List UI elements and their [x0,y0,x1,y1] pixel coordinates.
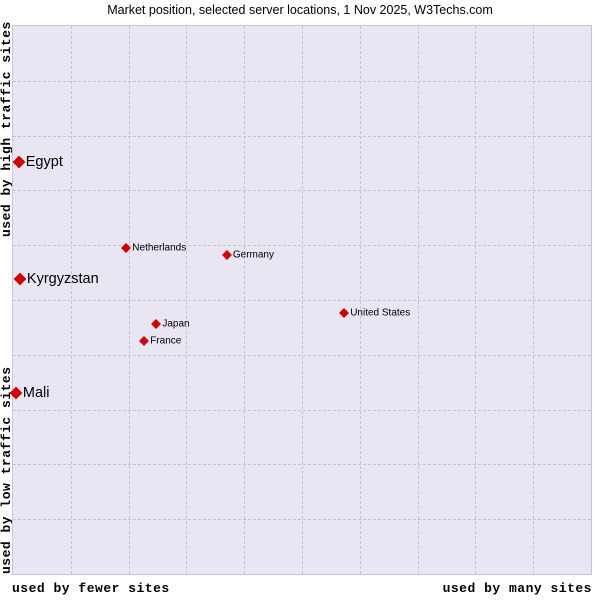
diamond-marker-icon [13,272,27,285]
data-point-label: Mali [22,385,50,402]
x-axis-label-many-sites: used by many sites [442,581,592,596]
diamond-marker-icon [339,307,350,318]
data-point-label: Egypt [25,154,63,171]
diamond-marker-icon [12,156,26,169]
diamond-marker-icon [221,249,232,260]
data-point-label: Germany [232,249,274,261]
gridline-vertical [533,26,535,574]
gridline-horizontal [13,409,591,411]
data-point-label: United States [350,307,411,319]
diamond-marker-icon [151,318,162,329]
x-axis-label-fewer-sites: used by fewer sites [12,581,170,596]
gridline-vertical [359,26,361,574]
diamond-marker-icon [9,386,23,400]
data-point-label: Netherlands [132,242,187,254]
gridline-horizontal [13,519,591,521]
gridline-horizontal [13,300,591,301]
diamond-marker-icon [139,336,150,347]
gridline-vertical [475,26,477,574]
data-point-label: France [150,335,182,347]
data-point-label: Japan [162,318,190,330]
gridline-horizontal [13,464,591,466]
gridline-vertical [417,26,419,574]
gridline-horizontal [13,354,591,356]
chart-title: Market position, selected server locatio… [107,3,493,17]
plot-area: Egypt Netherlands Germany Kyrgyzstan United … [9,25,592,575]
data-point-label: Kyrgyzstan [26,270,99,287]
